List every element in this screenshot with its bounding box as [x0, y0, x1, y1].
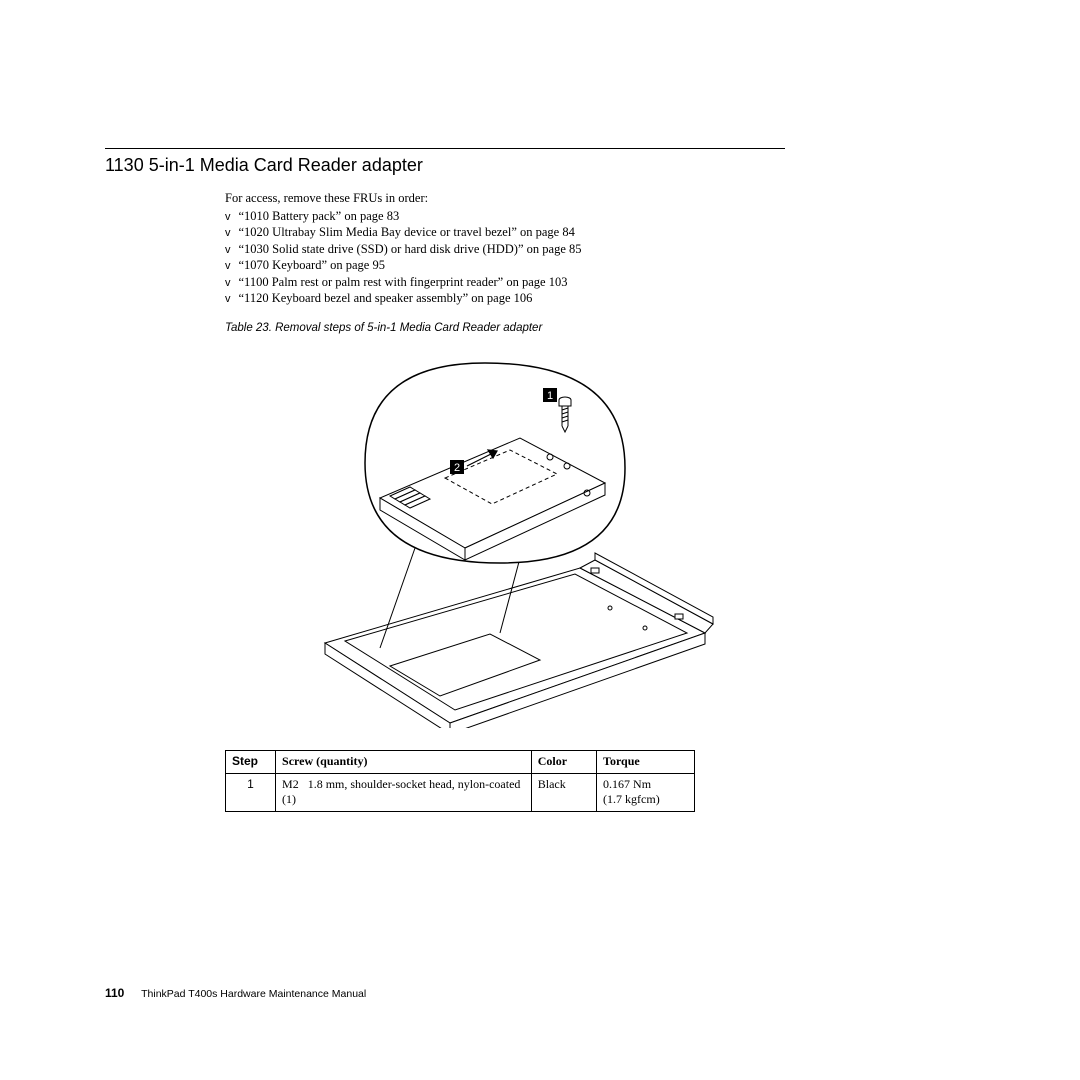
list-item: “1030 Solid state drive (SSD) or hard di… [225, 241, 785, 258]
list-item: “1010 Battery pack” on page 83 [225, 208, 785, 225]
doc-title: ThinkPad T400s Hardware Maintenance Manu… [141, 988, 366, 1000]
section-rule [105, 148, 785, 149]
prereq-list: “1010 Battery pack” on page 83 “1020 Ult… [225, 208, 785, 307]
page-number: 110 [105, 986, 124, 1000]
list-item: “1020 Ultrabay Slim Media Bay device or … [225, 224, 785, 241]
callout-1: 1 [547, 390, 553, 402]
callout-2: 2 [454, 462, 460, 474]
list-item: “1100 Palm rest or palm rest with finger… [225, 274, 785, 291]
screw-table: Step Screw (quantity) Color Torque 1 M2 … [225, 750, 695, 812]
cell-torque: 0.167 Nm (1.7 kgfcm) [597, 773, 695, 812]
col-screw: Screw (quantity) [276, 750, 532, 773]
cell-screw: M2 1.8 mm, shoulder-socket head, nylon-c… [276, 773, 532, 812]
intro-text: For access, remove these FRUs in order: [225, 190, 785, 207]
removal-diagram: 1 2 [295, 348, 715, 728]
list-item: “1120 Keyboard bezel and speaker assembl… [225, 290, 785, 307]
cell-step: 1 [226, 773, 276, 812]
table-row: 1 M2 1.8 mm, shoulder-socket head, nylon… [226, 773, 695, 812]
cell-color: Black [531, 773, 596, 812]
col-color: Color [531, 750, 596, 773]
list-item: “1070 Keyboard” on page 95 [225, 257, 785, 274]
col-step: Step [226, 750, 276, 773]
table-caption: Table 23. Removal steps of 5-in-1 Media … [225, 321, 785, 336]
section-title: 1130 5-in-1 Media Card Reader adapter [105, 155, 785, 176]
page-footer: 110 ThinkPad T400s Hardware Maintenance … [105, 986, 366, 1000]
col-torque: Torque [597, 750, 695, 773]
